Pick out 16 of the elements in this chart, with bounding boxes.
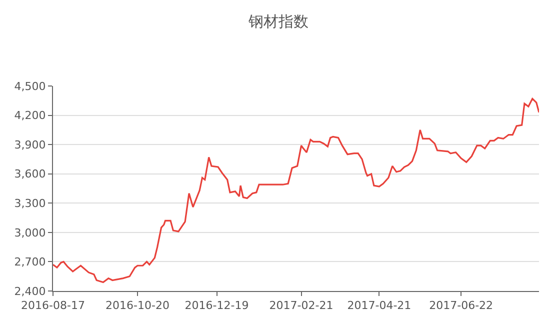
y-tick-label: 3,900 [14,138,46,152]
y-tick-label: 2,700 [14,256,46,269]
y-tick-label: 3,000 [14,226,46,240]
x-tick-label: 2016-08-17 [21,299,85,312]
y-tick-label: 2,400 [14,284,46,298]
chart-title: 钢材指数 [248,12,308,31]
x-tick-label: 2017-06-22 [429,299,494,312]
x-tick-label: 2017-02-21 [269,299,334,312]
y-tick-label: 4,500 [14,80,46,93]
y-tick-label: 3,600 [14,168,46,181]
x-tick-label: 2016-10-20 [106,299,170,312]
x-tick-label: 2016-12-19 [184,299,249,312]
y-tick-label: 3,300 [14,196,46,210]
y-tick-label: 4,200 [14,109,46,122]
x-tick-label: 2017-04-21 [347,299,412,312]
line-series [53,98,539,284]
